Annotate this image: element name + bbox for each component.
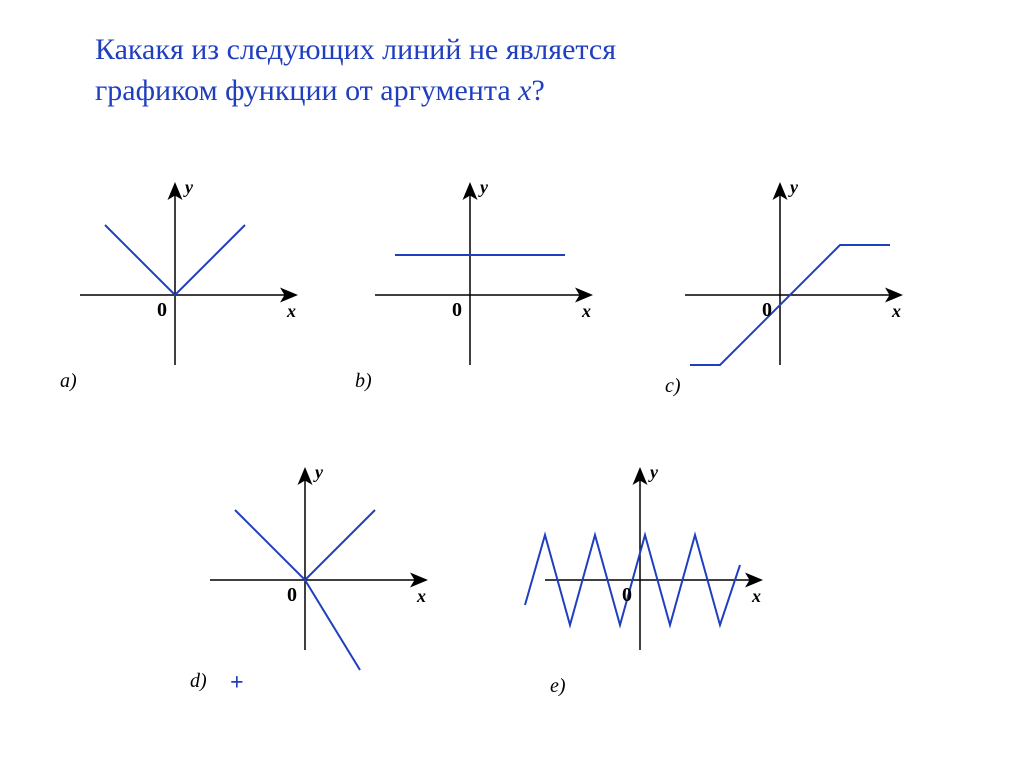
panel-d: yx0d)+ [205,460,495,705]
plot-b-svg [370,175,660,415]
title-line2-suffix: ? [531,74,544,107]
title-line2-prefix: графиком функции от аргумента [95,74,518,107]
panel-e: y x 0 e) [540,460,830,705]
panel-label-a: a) [60,370,77,393]
y-axis-label: y [480,177,488,198]
x-axis-label: x [417,586,426,607]
x-axis-label: x [752,586,761,607]
answer-mark: + [230,670,244,697]
y-axis-label: y [185,177,193,198]
origin-label: 0 [762,299,772,322]
plot-e-svg [540,460,830,700]
plot-d-svg [205,460,495,700]
curve [305,580,360,670]
plot-c-svg [680,175,970,415]
origin-label: 0 [622,584,632,607]
origin-label: 0 [157,299,167,322]
panel-b: yx0b) [370,175,660,420]
y-axis-label: y [315,462,323,483]
panel-c: yx0c) [680,175,970,420]
origin-label: 0 [287,584,297,607]
question-title: Какакя из следующих линий не является гр… [95,30,616,111]
panel-label-b: b) [355,370,372,393]
y-axis-label: y [790,177,798,198]
title-var: x [518,74,531,107]
curve [690,245,890,365]
x-axis-label: x [892,301,901,322]
plot-a-svg [75,175,365,415]
x-axis-label: x [582,301,591,322]
title-line1: Какакя из следующих линий не является [95,33,616,66]
y-axis-label: y [650,462,658,483]
origin-label: 0 [452,299,462,322]
panel-label-d: d) [190,670,207,693]
panel-label-c: c) [665,375,681,398]
panel-a: yx0a) [75,175,365,420]
panel-label-e: e) [550,675,566,698]
x-axis-label: x [287,301,296,322]
curve [525,535,740,625]
